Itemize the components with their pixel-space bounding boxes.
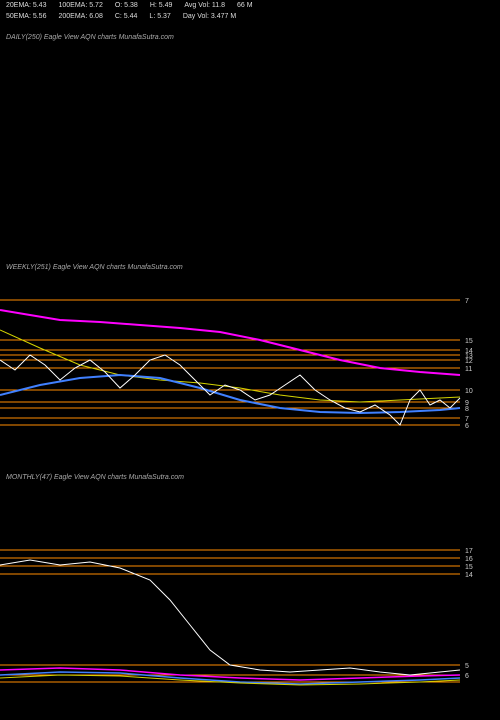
chart-panel-monthly: MONTHLY(47) Eagle View AQN charts Munafa… [0, 470, 500, 720]
header-stat: Day Vol: 3.477 M [183, 13, 236, 20]
header-stat: C: 5.44 [115, 13, 138, 20]
yellow-line [0, 330, 460, 402]
magenta-line [0, 310, 460, 375]
header-stat: 20EMA: 5.43 [6, 2, 46, 9]
magenta-line [0, 668, 460, 680]
header-stat: Avg Vol: 11.8 [184, 2, 225, 9]
y-axis-label: 7 [465, 298, 469, 305]
chart-panel-daily: DAILY(250) Eagle View AQN charts MunafaS… [0, 30, 500, 260]
chart-svg: 71514131211109876 [0, 260, 500, 470]
y-axis-label: 7 [465, 416, 469, 423]
y-axis-label: 8 [465, 406, 469, 413]
header-stat: H: 5.49 [150, 2, 173, 9]
y-axis-label: 6 [465, 673, 469, 680]
header-stat: 100EMA: 5.72 [58, 2, 102, 9]
header-stat: 50EMA: 5.56 [6, 13, 46, 20]
y-axis-label: 6 [465, 423, 469, 430]
y-axis-label: 15 [465, 338, 473, 345]
header-row-2: 50EMA: 5.56 200EMA: 6.08 C: 5.44 L: 5.37 Day… [0, 11, 500, 22]
y-axis-label: 12 [465, 358, 473, 365]
chart-panel-weekly: WEEKLY(251) Eagle View AQN charts Munafa… [0, 260, 500, 470]
header-stat: 66 M [237, 2, 253, 9]
y-axis-label: 14 [465, 572, 473, 579]
y-axis-label: 16 [465, 556, 473, 563]
header-stat: L: 5.37 [149, 13, 170, 20]
y-axis-label: 17 [465, 548, 473, 555]
y-axis-label: 5 [465, 663, 469, 670]
y-axis-label: 15 [465, 564, 473, 571]
white-price [0, 560, 460, 675]
y-axis-label: 10 [465, 388, 473, 395]
header-stat: 200EMA: 6.08 [58, 13, 102, 20]
header-row-1: 20EMA: 5.43 100EMA: 5.72 O: 5.38 H: 5.49 Avg… [0, 0, 500, 11]
blue-line [0, 375, 460, 413]
y-axis-label: 11 [465, 366, 472, 373]
chart-svg: 17161514 5 6 [0, 470, 500, 720]
header-stat: O: 5.38 [115, 2, 138, 9]
chart-svg [0, 30, 500, 260]
